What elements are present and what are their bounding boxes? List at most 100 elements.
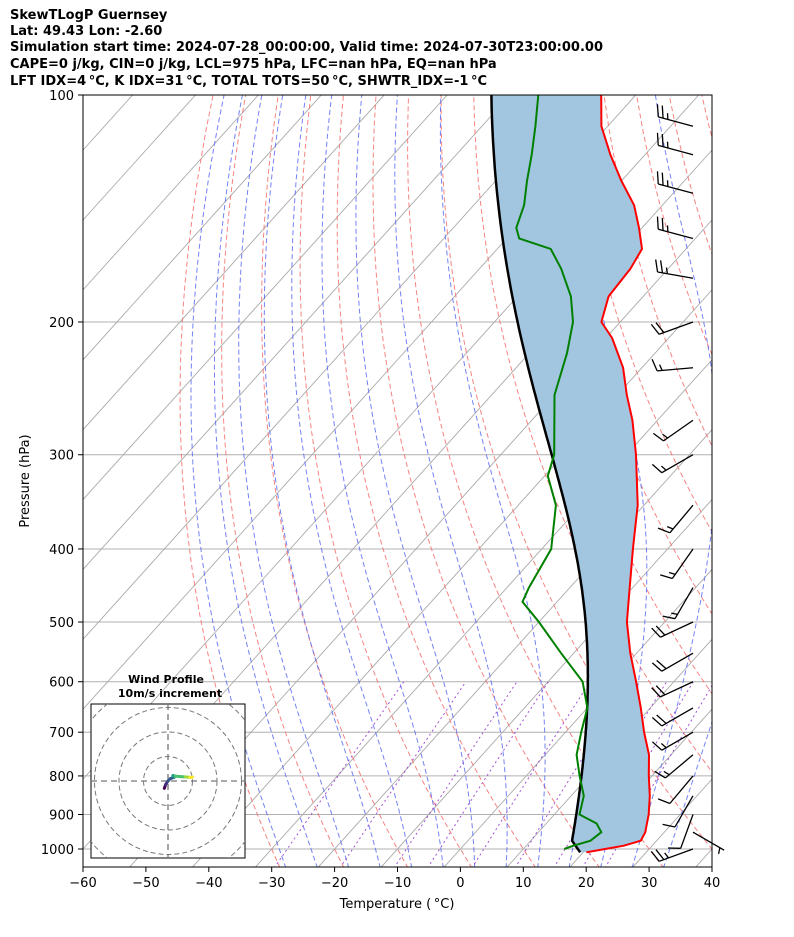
dry-adiabat [221,95,345,867]
wind-barb-flag [656,171,659,184]
wind-barb [651,681,694,698]
x-axis-ticks: −60 −50 −40 −30 −20 −10 0 10 20 30 40 [69,867,720,891]
parcel-profile-line [490,95,590,853]
wind-barb-staff [671,548,694,579]
isotherm-line [191,289,712,867]
y-axis-ticks: 1000 900 800 700 600 500 400 300 200 100 [41,89,83,858]
dewpoint-line [515,95,603,850]
wind-barb-staff [661,731,694,751]
wind-barb-half-flag [717,847,721,855]
wind-barb-flag [655,849,665,861]
y-tick-label: 200 [49,316,74,331]
y-tick-label: 600 [49,676,74,691]
wind-barb-flag [651,741,663,751]
wind-barb-staff [658,848,694,862]
isotherm-line [569,708,712,867]
hodograph-title: Wind Profile [128,673,204,686]
dry-adiabat [336,95,536,867]
wind-barb-staff [658,321,694,335]
dry-adiabat [668,95,712,256]
wind-barb-staff [669,504,694,534]
wind-barb-flag [651,627,661,638]
wind-barb-staff [692,831,725,851]
isotherm-line [83,95,322,361]
y-tick-label: 300 [49,449,74,464]
wind-barb-flag [655,259,659,273]
wind-barb-staff [674,795,694,828]
y-tick-label: 700 [49,726,74,741]
temperature-line [586,95,651,854]
wind-barb-staff [658,183,694,194]
wind-barb [650,321,694,335]
wind-barb [662,795,694,828]
wind-barb-staff [661,652,694,672]
wind-barb [651,652,694,672]
wind-barb [651,454,694,474]
x-axis-label: Temperature ( °C) [339,897,455,912]
wind-barb-flag [656,216,659,230]
wind-barb-staff [660,681,694,698]
wind-barb [651,359,694,372]
x-tick-label: 40 [704,876,721,891]
wind-barb [650,848,694,862]
dry-adiabat [473,95,712,773]
x-tick-label: −20 [321,876,348,891]
cape-cin-shading [491,95,650,853]
dry-adiabat [179,95,281,867]
mixing-ratio-line [340,681,467,867]
wind-barb-flag [662,615,676,620]
dry-adiabat [603,95,712,447]
wind-barb-flag [655,322,665,333]
hodograph-subtitle: 10m/s increment [118,687,222,700]
wind-barb-half-flag [662,433,668,439]
wind-barb-flag [657,798,671,805]
wind-barb-half-flag [659,364,663,371]
moist-adiabat [238,95,350,867]
wind-barb-staff [665,754,694,779]
wind-barb-flag [650,323,660,335]
wind-barb-flag [662,823,676,828]
x-tick-label: −50 [132,876,159,891]
wind-barb-staff [669,775,694,804]
wind-barb-flag [651,359,658,372]
mixing-ratio-line [604,684,712,867]
x-tick-label: 30 [641,876,658,891]
dry-adiabat [701,95,712,140]
y-tick-label: 1000 [41,843,74,858]
wind-barb-flag [661,217,664,231]
cin-shade-region [491,95,650,853]
chart-title-location: Lat: 49.43 Lon: -2.60 [10,24,163,39]
isotherm-line [758,95,794,868]
wind-barb [654,754,694,779]
wind-barb-flag [659,260,664,273]
x-tick-label: −60 [69,876,96,891]
moist-adiabat [263,95,381,867]
hodograph-inset: Wind Profile 10m/s increment [90,673,246,859]
wind-barb-flag [660,574,673,580]
isotherm-line [83,95,574,641]
dry-adiabat [767,95,794,868]
isotherm-line [83,95,385,431]
dry-adiabat [299,95,472,867]
x-tick-label: −10 [384,876,411,891]
wind-barb-staff [658,144,694,156]
dry-adiabat [372,95,600,867]
wind-barb [656,171,694,194]
x-tick-label: 0 [456,876,464,891]
wind-barb-staff [661,707,694,727]
moist-adiabat [631,95,712,867]
wind-barb-flag [650,851,660,862]
wind-barb-flag [656,659,667,670]
wind-barb-flag [656,132,659,146]
wind-barbs [650,104,725,862]
mixing-ratio-line [394,681,518,867]
y-axis-label: Pressure (hPa) [18,434,33,527]
dry-adiabat [734,95,794,868]
y-tick-label: 900 [49,808,74,823]
isotherm-line [83,95,448,501]
wind-barb-half-flag [668,571,676,575]
moist-adiabat [355,95,476,867]
wind-barb [660,548,694,580]
wind-barb-staff [658,116,694,127]
wind-barb-flag [661,172,664,186]
